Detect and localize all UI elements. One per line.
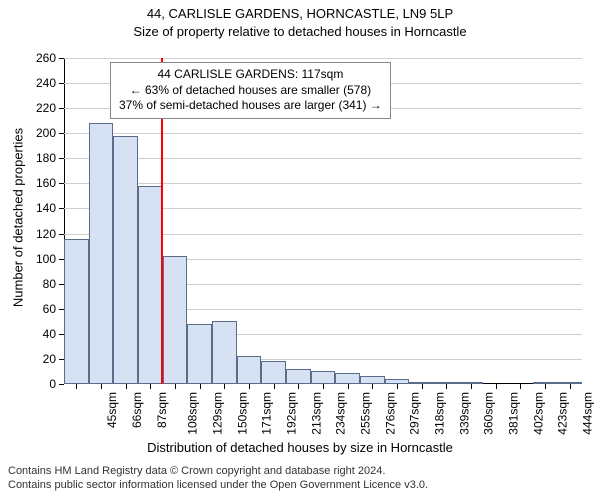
x-tick-label: 192sqm <box>285 392 299 435</box>
x-tick-label: 444sqm <box>581 392 595 435</box>
footer-attribution: Contains HM Land Registry data © Crown c… <box>8 464 428 493</box>
x-tick-label: 297sqm <box>408 392 422 435</box>
histogram-bar <box>237 356 262 384</box>
y-tick-label: 40 <box>43 327 56 341</box>
annotation-line-3: 37% of semi-detached houses are larger (… <box>119 98 382 114</box>
page-title: 44, CARLISLE GARDENS, HORNCASTLE, LN9 5L… <box>0 6 600 21</box>
histogram-bar <box>311 371 336 384</box>
x-tick-label: 150sqm <box>235 392 249 435</box>
y-tick-label: 0 <box>49 377 56 391</box>
x-tick-label: 318sqm <box>433 392 447 435</box>
x-tick-label: 45sqm <box>105 392 119 428</box>
annotation-callout: 44 CARLISLE GARDENS: 117sqm ← 63% of det… <box>110 62 391 119</box>
x-tick-label: 339sqm <box>457 392 471 435</box>
footer-line-2: Contains public sector information licen… <box>8 478 428 492</box>
subtitle-line: Size of property relative to detached ho… <box>133 24 466 39</box>
y-tick-label: 200 <box>36 126 56 140</box>
y-tick-label: 220 <box>36 101 56 115</box>
footer-line-1: Contains HM Land Registry data © Crown c… <box>8 464 428 478</box>
y-tick-label: 160 <box>36 176 56 190</box>
x-tick-label: 402sqm <box>531 392 545 435</box>
chart-container: 44, CARLISLE GARDENS, HORNCASTLE, LN9 5L… <box>0 0 600 500</box>
y-tick-label: 80 <box>43 277 56 291</box>
x-tick-label: 129sqm <box>211 392 225 435</box>
y-axis-label: Number of detached properties <box>11 118 26 318</box>
x-tick-label: 171sqm <box>260 392 274 435</box>
annotation-line-2: ← 63% of detached houses are smaller (57… <box>119 83 382 99</box>
y-tick-label: 180 <box>36 151 56 165</box>
y-tick-label: 20 <box>43 352 56 366</box>
histogram-bar <box>89 123 114 384</box>
y-tick-label: 120 <box>36 227 56 241</box>
histogram-bar <box>138 186 163 384</box>
x-tick-label: 213sqm <box>309 392 323 435</box>
annotation-line-1: 44 CARLISLE GARDENS: 117sqm <box>119 67 382 83</box>
histogram-bar <box>212 321 237 384</box>
x-tick-label: 234sqm <box>334 392 348 435</box>
x-axis-label: Distribution of detached houses by size … <box>0 440 600 455</box>
page-subtitle: Size of property relative to detached ho… <box>0 24 600 39</box>
y-tick-label: 100 <box>36 252 56 266</box>
x-tick-label: 87sqm <box>155 392 169 428</box>
histogram-bar <box>335 373 360 384</box>
x-tick-label: 360sqm <box>482 392 496 435</box>
x-tick-label: 381sqm <box>507 392 521 435</box>
y-tick-label: 260 <box>36 51 56 65</box>
histogram-bar <box>261 361 286 384</box>
x-tick-label: 66sqm <box>130 392 144 428</box>
x-tick-label: 276sqm <box>383 392 397 435</box>
y-tick-label: 60 <box>43 302 56 316</box>
address-line: 44, CARLISLE GARDENS, HORNCASTLE, LN9 5L… <box>147 6 453 21</box>
histogram-bar <box>360 376 385 384</box>
histogram-bar <box>286 369 311 384</box>
histogram-bar <box>187 324 212 384</box>
x-tick-label: 255sqm <box>359 392 373 435</box>
x-tick-label: 108sqm <box>186 392 200 435</box>
histogram-bar <box>113 136 138 384</box>
y-tick-label: 140 <box>36 201 56 215</box>
histogram-bar <box>163 256 188 384</box>
y-tick-label: 240 <box>36 76 56 90</box>
x-tick-label: 423sqm <box>556 392 570 435</box>
histogram-bar <box>64 239 89 384</box>
